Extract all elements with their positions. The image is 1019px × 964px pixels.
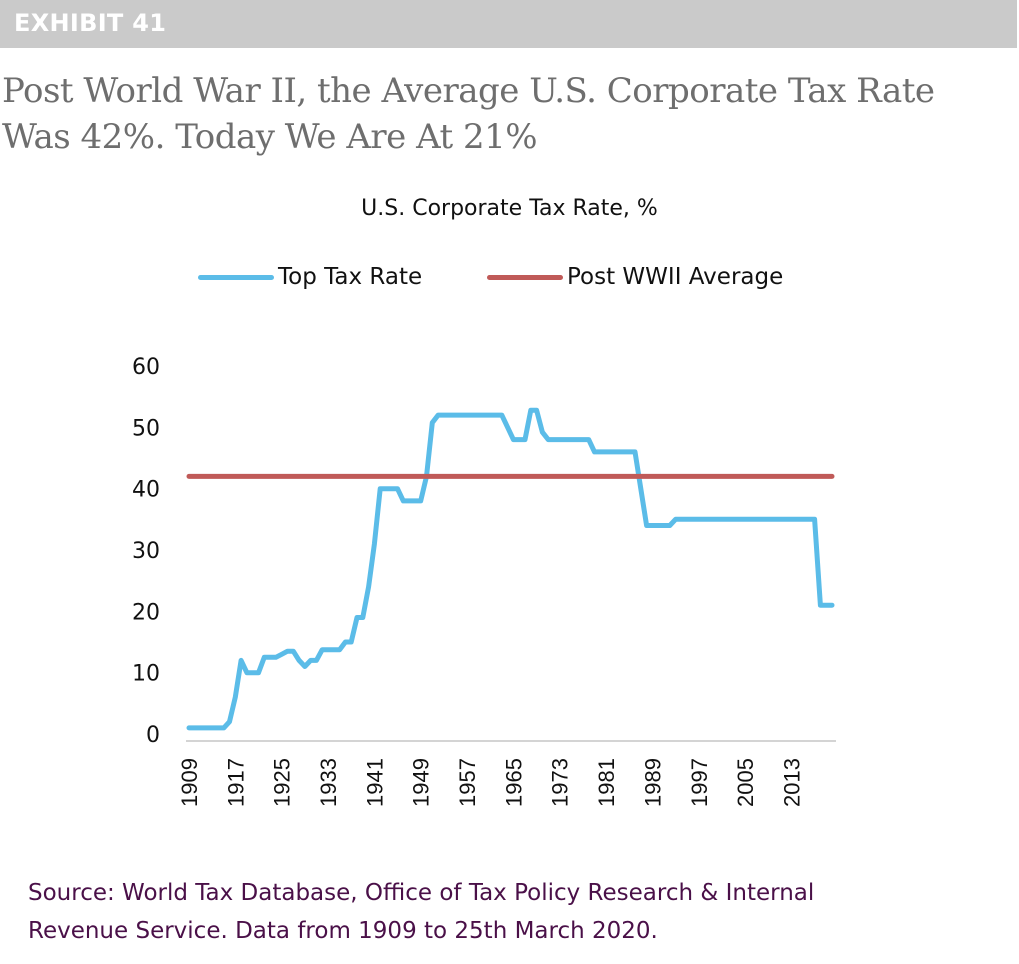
x-tick-label: 1933 — [316, 758, 341, 807]
series-line-top-tax-rate — [186, 407, 835, 731]
x-tick-label: 2013 — [779, 758, 804, 807]
chart-legend: Top Tax Rate Post WWII Average — [0, 264, 1019, 296]
headline: Post World War II, the Average U.S. Corp… — [2, 68, 1017, 160]
tax-rate-line-chart: 0 10 20 30 40 50 60 1909 1917 1925 1933 1941 1949 195… — [132, 355, 836, 807]
x-tick-label: 1965 — [501, 758, 526, 807]
x-tick-label: 1973 — [548, 758, 573, 807]
headline-line-2: Was 42%. Today We Are At 21% — [2, 117, 538, 157]
exhibit-label: EXHIBIT 41 — [14, 9, 167, 37]
x-tick-label: 1957 — [455, 758, 480, 807]
legend-swatch-post-wwii-average — [487, 274, 563, 280]
legend-item-top-tax-rate: Top Tax Rate — [198, 264, 422, 290]
chart-title: U.S. Corporate Tax Rate, % — [361, 196, 658, 221]
x-tick-label: 1941 — [362, 758, 387, 807]
x-tick-label: 2005 — [733, 758, 758, 807]
y-tick-label: 60 — [132, 355, 160, 380]
x-tick-label: 1989 — [640, 758, 665, 807]
y-tick-label: 20 — [132, 600, 160, 625]
source-line-1: Source: World Tax Database, Office of Ta… — [28, 880, 815, 906]
y-tick-label: 10 — [132, 662, 160, 687]
legend-label-top-tax-rate: Top Tax Rate — [278, 264, 423, 290]
legend-swatch-top-tax-rate — [198, 274, 274, 280]
headline-line-1: Post World War II, the Average U.S. Corp… — [2, 71, 935, 111]
y-tick-label: 40 — [132, 478, 160, 503]
y-tick-label: 0 — [146, 723, 160, 748]
source-line-2: Revenue Service. Data from 1909 to 25th … — [28, 918, 658, 944]
legend-label-post-wwii-average: Post WWII Average — [567, 264, 784, 290]
x-tick-label: 1981 — [594, 758, 619, 807]
x-tick-label: 1925 — [270, 758, 295, 807]
exhibit-header-bar: EXHIBIT 41 — [0, 0, 1017, 48]
x-tick-label: 1949 — [409, 758, 434, 807]
x-tick-label: 1997 — [687, 758, 712, 807]
y-tick-label: 30 — [132, 539, 160, 564]
source-note: Source: World Tax Database, Office of Ta… — [28, 874, 988, 950]
y-tick-label: 50 — [132, 416, 160, 441]
legend-item-post-wwii-average: Post WWII Average — [487, 264, 783, 290]
x-tick-label: 1917 — [223, 758, 248, 807]
x-tick-label: 1909 — [177, 758, 202, 807]
